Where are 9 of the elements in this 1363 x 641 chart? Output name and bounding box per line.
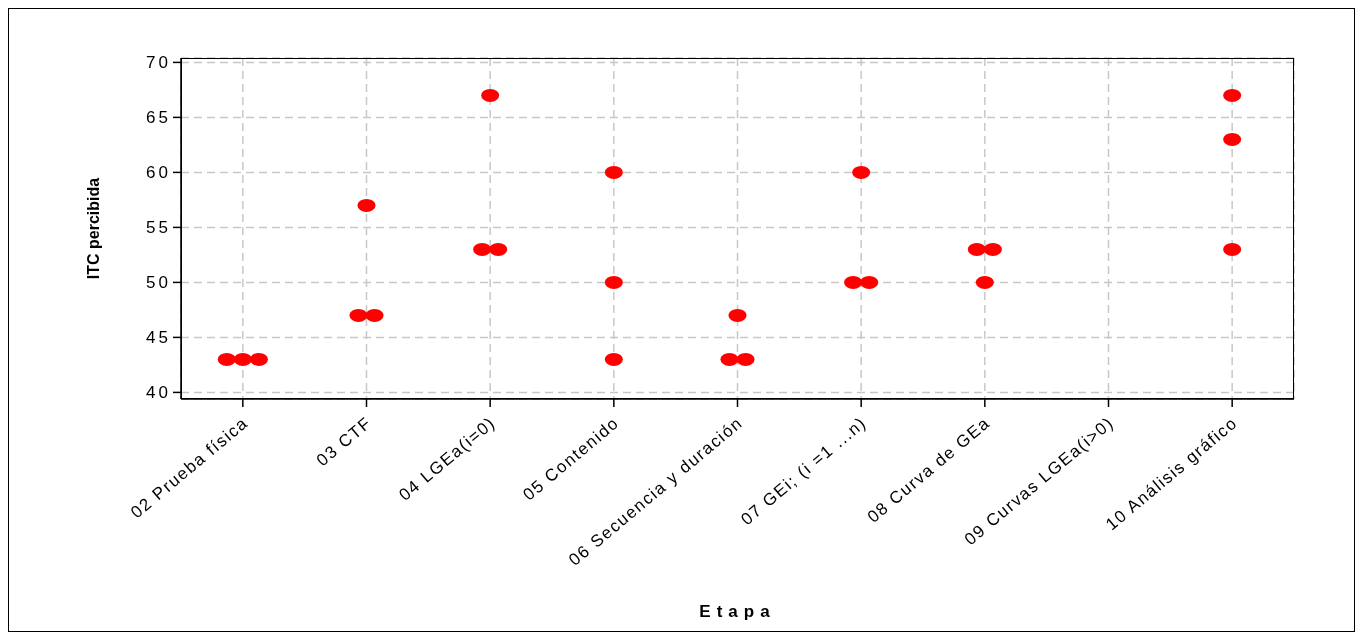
y-tick-label: 45 (146, 328, 171, 348)
y-axis-title: ITC percibida (84, 177, 102, 280)
y-tick-label: 65 (146, 108, 171, 128)
y-tick-label: 70 (146, 53, 171, 73)
y-tick-label: 40 (146, 383, 171, 403)
y-tick-label: 60 (146, 163, 171, 183)
y-tick-label: 55 (146, 218, 171, 238)
x-axis-title: Etapa (699, 602, 776, 621)
y-tick-label: 50 (146, 273, 171, 293)
